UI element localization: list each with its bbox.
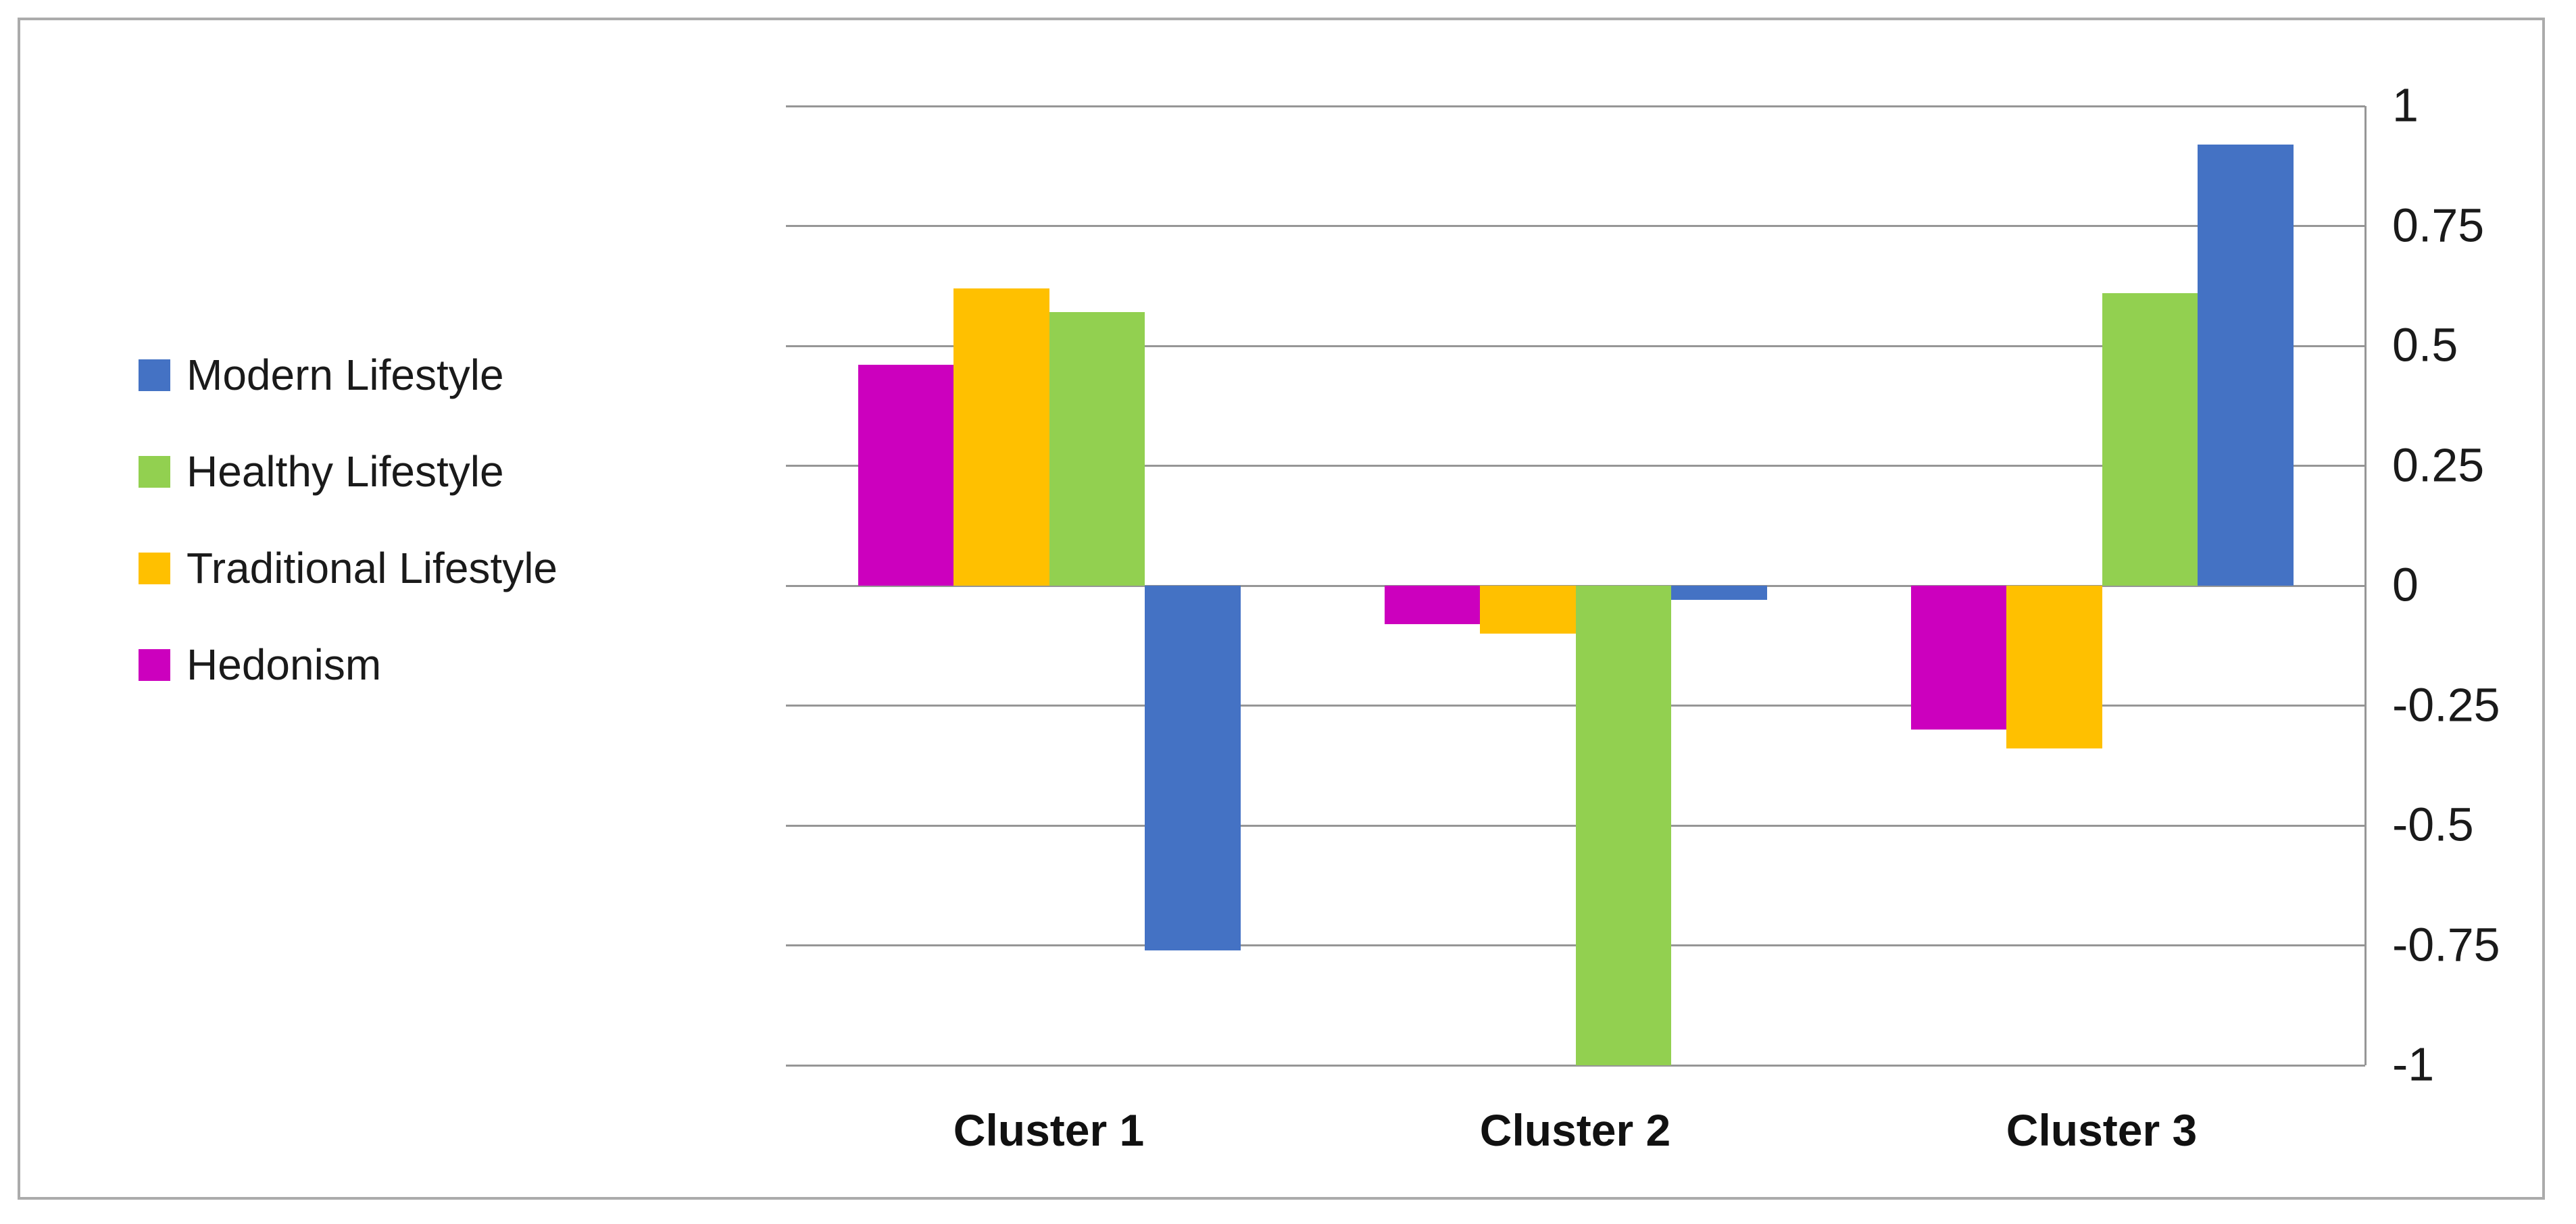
legend-item-healthy-lifestyle: Healthy Lifestyle [139, 450, 504, 493]
y-tick-label-1: 1 [2392, 78, 2419, 132]
legend-swatch-traditional-lifestyle-icon [139, 552, 170, 584]
gridline [786, 105, 2365, 107]
bar-hedonism-cluster-3 [1910, 586, 2006, 730]
gridline [786, 1064, 2365, 1067]
legend-swatch-modern-lifestyle-icon [139, 359, 170, 391]
legend-label: Healthy Lifestyle [187, 447, 504, 496]
bar-healthy-lifestyle-cluster-3 [2102, 292, 2198, 586]
y-tick-label-0.75: 0.75 [2392, 199, 2485, 252]
bar-modern-lifestyle-cluster-1 [1145, 586, 1241, 950]
y-tick-label--0.5: -0.5 [2392, 798, 2474, 851]
gridline [786, 345, 2365, 347]
bar-healthy-lifestyle-cluster-1 [1049, 312, 1145, 586]
bar-modern-lifestyle-cluster-3 [2198, 144, 2294, 586]
x-category-label-cluster-2: Cluster 2 [1479, 1105, 1671, 1155]
x-category-label-cluster-3: Cluster 3 [2006, 1105, 2198, 1155]
legend-label: Traditional Lifestyle [187, 544, 558, 592]
gridline [786, 465, 2365, 467]
bar-traditional-lifestyle-cluster-3 [2006, 586, 2102, 749]
legend-item-traditional-lifestyle: Traditional Lifestyle [139, 546, 558, 590]
legend-label: Hedonism [187, 640, 382, 689]
chart-frame [18, 18, 2545, 1200]
bar-traditional-lifestyle-cluster-2 [1480, 586, 1576, 634]
legend-item-hedonism: Hedonism [139, 643, 381, 686]
legend-swatch-hedonism-icon [139, 648, 170, 681]
plot-area [786, 105, 2367, 1067]
y-tick-label-0: 0 [2392, 558, 2419, 611]
bar-healthy-lifestyle-cluster-2 [1575, 586, 1671, 1065]
bar-traditional-lifestyle-cluster-1 [953, 288, 1049, 586]
legend-swatch-healthy-lifestyle-icon [139, 455, 170, 488]
x-category-label-cluster-1: Cluster 1 [953, 1105, 1145, 1155]
bar-hedonism-cluster-1 [858, 365, 953, 586]
y-tick-label--1: -1 [2392, 1038, 2435, 1091]
y-tick-label-0.5: 0.5 [2392, 318, 2458, 372]
bar-modern-lifestyle-cluster-2 [1671, 586, 1767, 601]
legend-label: Modern Lifestyle [187, 351, 504, 399]
bar-hedonism-cluster-2 [1384, 586, 1480, 624]
y-tick-label--0.75: -0.75 [2392, 918, 2500, 971]
y-tick-label-0.25: 0.25 [2392, 438, 2485, 492]
legend-item-modern-lifestyle: Modern Lifestyle [139, 353, 504, 397]
y-tick-label--0.25: -0.25 [2392, 678, 2500, 732]
y-axis-line [2364, 106, 2367, 1065]
gridline [786, 225, 2365, 227]
